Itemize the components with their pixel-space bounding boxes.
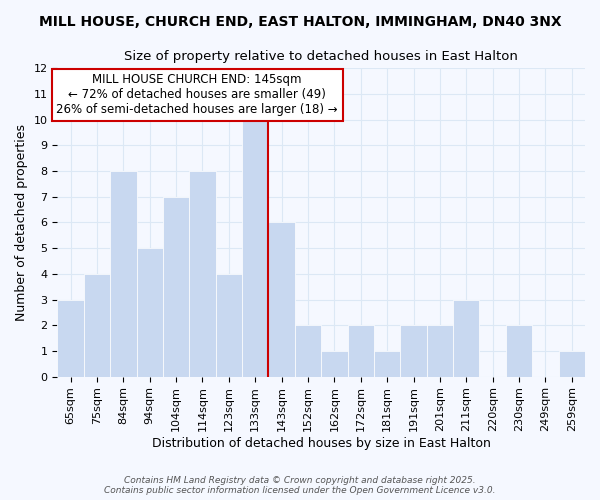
Bar xyxy=(400,325,427,376)
Text: Contains HM Land Registry data © Crown copyright and database right 2025.
Contai: Contains HM Land Registry data © Crown c… xyxy=(104,476,496,495)
Bar xyxy=(427,325,453,376)
Bar xyxy=(137,248,163,376)
Bar xyxy=(374,351,400,376)
Bar xyxy=(506,325,532,376)
Text: MILL HOUSE CHURCH END: 145sqm
← 72% of detached houses are smaller (49)
26% of s: MILL HOUSE CHURCH END: 145sqm ← 72% of d… xyxy=(56,74,338,116)
Title: Size of property relative to detached houses in East Halton: Size of property relative to detached ho… xyxy=(124,50,518,63)
Bar xyxy=(190,171,215,376)
X-axis label: Distribution of detached houses by size in East Halton: Distribution of detached houses by size … xyxy=(152,437,491,450)
Bar xyxy=(84,274,110,376)
Bar xyxy=(215,274,242,376)
Bar xyxy=(453,300,479,376)
Bar xyxy=(347,325,374,376)
Bar xyxy=(163,197,190,376)
Text: MILL HOUSE, CHURCH END, EAST HALTON, IMMINGHAM, DN40 3NX: MILL HOUSE, CHURCH END, EAST HALTON, IMM… xyxy=(38,15,562,29)
Bar xyxy=(110,171,137,376)
Bar xyxy=(321,351,347,376)
Bar xyxy=(268,222,295,376)
Bar xyxy=(58,300,84,376)
Y-axis label: Number of detached properties: Number of detached properties xyxy=(15,124,28,321)
Bar xyxy=(559,351,585,376)
Bar xyxy=(242,120,268,376)
Bar xyxy=(295,325,321,376)
